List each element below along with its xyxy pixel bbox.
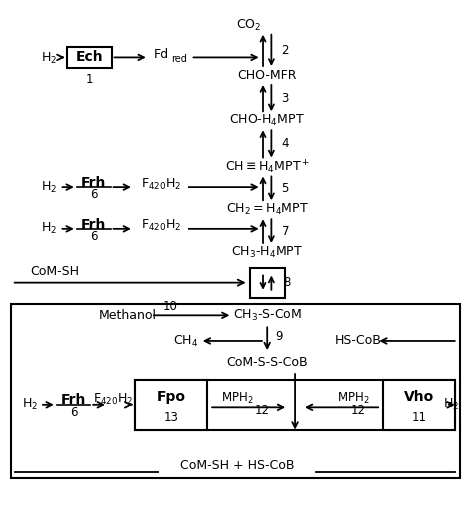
Text: MPH$_2$: MPH$_2$: [221, 391, 253, 406]
Text: 13: 13: [164, 411, 178, 424]
Text: CoM-SH + HS-CoB: CoM-SH + HS-CoB: [180, 459, 294, 471]
Text: 3: 3: [282, 92, 289, 105]
Text: CH${\equiv}$H$_4$MPT$^+$: CH${\equiv}$H$_4$MPT$^+$: [225, 159, 310, 176]
Text: Frh: Frh: [61, 393, 86, 407]
Text: H$_2$: H$_2$: [41, 51, 57, 67]
Text: 7: 7: [282, 225, 289, 238]
Text: CH$_3$-H$_4$MPT: CH$_3$-H$_4$MPT: [231, 245, 303, 260]
Text: H$_2$: H$_2$: [41, 221, 57, 236]
Bar: [383, 380, 456, 430]
Bar: [135, 380, 207, 430]
Text: Methanol: Methanol: [99, 309, 157, 322]
Text: 12: 12: [255, 404, 270, 418]
Bar: [67, 47, 111, 68]
Bar: [11, 304, 460, 478]
Text: 4: 4: [282, 137, 289, 150]
Text: Fd: Fd: [154, 48, 169, 62]
Text: 9: 9: [275, 330, 283, 343]
Text: CHO-H$_4$MPT: CHO-H$_4$MPT: [229, 113, 305, 128]
Text: 6: 6: [90, 188, 98, 201]
Text: H$_2$: H$_2$: [41, 180, 57, 194]
Text: CHO-MFR: CHO-MFR: [237, 69, 297, 82]
Text: 1: 1: [86, 72, 93, 86]
Bar: [135, 380, 456, 430]
Text: H$_2$: H$_2$: [443, 397, 459, 412]
Text: 12: 12: [350, 404, 365, 418]
Text: 10: 10: [162, 300, 177, 313]
Text: CoM-SH: CoM-SH: [30, 265, 79, 278]
Text: Fpo: Fpo: [156, 390, 185, 404]
Text: 2: 2: [282, 44, 289, 57]
Text: F$_{420}$H$_2$: F$_{420}$H$_2$: [141, 219, 181, 233]
Text: 11: 11: [412, 411, 427, 424]
Text: CH$_4$: CH$_4$: [173, 333, 199, 348]
Text: MPH$_2$: MPH$_2$: [337, 391, 369, 406]
Text: 6: 6: [70, 406, 77, 419]
Bar: [249, 268, 285, 298]
Text: Frh: Frh: [81, 176, 107, 190]
Text: CoM-S-S-CoB: CoM-S-S-CoB: [227, 356, 308, 368]
Text: 8: 8: [283, 276, 291, 289]
Text: CH$_2$$=$H$_4$MPT: CH$_2$$=$H$_4$MPT: [226, 202, 309, 218]
Text: 6: 6: [90, 230, 98, 243]
Text: F$_{420}$H$_2$: F$_{420}$H$_2$: [141, 176, 181, 192]
Text: HS-CoB: HS-CoB: [334, 334, 381, 347]
Text: F$_{420}$H$_2$: F$_{420}$H$_2$: [93, 392, 134, 407]
Text: Ech: Ech: [76, 50, 103, 65]
Text: H$_2$: H$_2$: [22, 397, 38, 412]
Text: CH$_3$-S-CoM: CH$_3$-S-CoM: [233, 308, 302, 323]
Text: CO$_2$: CO$_2$: [236, 17, 261, 33]
Text: 5: 5: [282, 182, 289, 195]
Text: Frh: Frh: [81, 218, 107, 232]
Text: Vho: Vho: [404, 390, 435, 404]
Text: red: red: [171, 54, 187, 65]
